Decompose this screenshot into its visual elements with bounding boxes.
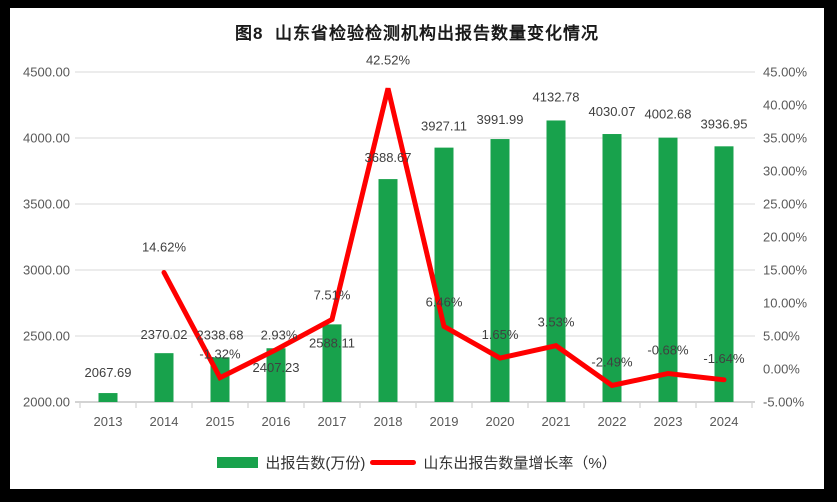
- right-axis-tick-label: 40.00%: [763, 98, 808, 113]
- right-axis-tick-label: 0.00%: [763, 362, 800, 377]
- bar-series-swatch: [217, 457, 259, 468]
- bar-2023: [658, 137, 678, 402]
- bar-value-label: 4030.07: [589, 104, 636, 119]
- year-label: 2024: [710, 414, 739, 429]
- right-axis-tick-label: 30.00%: [763, 164, 808, 179]
- year-label: 2014: [150, 414, 179, 429]
- growth-rate-line: [161, 87, 727, 389]
- legend: 出报告数(万份) 山东出报告数量增长率（%）: [10, 452, 824, 473]
- bar-value-label: 4132.78: [533, 89, 580, 104]
- left-axis-tick-label: 4000.00: [23, 131, 70, 146]
- chart-title: 图8 山东省检验检测机构出报告数量变化情况: [235, 24, 599, 43]
- left-axis-tick-label: 3500.00: [23, 197, 70, 212]
- bar-value-label: 2407.23: [253, 360, 300, 375]
- bar-value-label: 2338.68: [197, 327, 244, 342]
- bar-value-label: 3688.67: [365, 150, 412, 165]
- right-axis-tick-label: 20.00%: [763, 230, 808, 245]
- bar-value-label: 3936.95: [701, 116, 748, 131]
- growth-rate-label: -1.32%: [199, 347, 241, 362]
- left-axis-tick-label: 3000.00: [23, 263, 70, 278]
- line-series-swatch: [370, 460, 417, 465]
- growth-rate-label: 1.65%: [482, 327, 519, 342]
- bar-value-label: 3991.99: [477, 112, 524, 127]
- bar-2013: [98, 393, 118, 402]
- growth-rate-label: -2.49%: [591, 354, 633, 369]
- bar-2024: [714, 146, 734, 402]
- year-label: 2022: [598, 414, 627, 429]
- bar-2017: [322, 324, 342, 402]
- growth-rate-label: 7.51%: [314, 287, 351, 302]
- year-label: 2021: [542, 414, 571, 429]
- legend-item-bar-series: 出报告数(万份): [217, 452, 365, 473]
- plot-area: 4500.00 4000.00 3500.00 3000.00 2500.00 2000.…: [23, 52, 808, 429]
- bar-value-label: 2370.02: [141, 327, 188, 342]
- legend-label-bar-series: 出报告数(万份): [265, 455, 366, 472]
- right-axis-tick-label: 45.00%: [763, 65, 808, 80]
- bar-2018: [378, 179, 398, 402]
- right-axis-tick-label: 5.00%: [763, 329, 800, 344]
- left-axis-tick-label: 2500.00: [23, 329, 70, 344]
- growth-rate-label: -1.64%: [703, 351, 745, 366]
- year-label: 2019: [430, 414, 459, 429]
- growth-rate-label: 6.46%: [426, 294, 463, 309]
- bar-2021: [546, 120, 566, 403]
- bar-2016: [266, 348, 286, 402]
- right-axis-tick-label: 35.00%: [763, 131, 808, 146]
- legend-label-line-series: 山东出报告数量增长率（%）: [423, 455, 617, 472]
- year-label: 2023: [654, 414, 683, 429]
- left-axis-tick-label: 2000.00: [23, 395, 70, 410]
- chart-panel: 图8 山东省检验检测机构出报告数量变化情况 4500.00 4000.00 3500…: [10, 8, 824, 489]
- bar-value-label: 2588.11: [309, 335, 355, 350]
- right-axis-tick-label: -5.00%: [763, 395, 805, 410]
- bar-2014: [154, 353, 174, 402]
- left-axis-tick-label: 4500.00: [23, 65, 70, 80]
- growth-rate-label: 2.93%: [261, 328, 298, 343]
- growth-rate-label: -0.68%: [647, 342, 689, 357]
- bar-2020: [490, 139, 510, 403]
- year-label: 2020: [486, 414, 515, 429]
- bar-2019: [434, 147, 454, 402]
- bar-value-label: 3927.11: [421, 119, 467, 134]
- year-label: 2013: [94, 414, 123, 429]
- right-axis-tick-label: 15.00%: [763, 263, 808, 278]
- year-label: 2016: [262, 414, 291, 429]
- year-label: 2015: [206, 414, 235, 429]
- bar-2022: [602, 134, 622, 402]
- year-label: 2017: [318, 414, 347, 429]
- right-axis-tick-label: 25.00%: [763, 197, 808, 212]
- right-axis-tick-label: 10.00%: [763, 296, 808, 311]
- growth-rate-label: 42.52%: [366, 52, 411, 67]
- legend-item-line-series: 山东出报告数量增长率（%）: [370, 452, 617, 473]
- year-label: 2018: [374, 414, 403, 429]
- bar-value-label: 4002.68: [645, 107, 692, 122]
- bar-value-label: 2067.69: [85, 365, 132, 380]
- growth-rate-label: 14.62%: [142, 240, 187, 255]
- growth-rate-label: 3.53%: [538, 315, 575, 330]
